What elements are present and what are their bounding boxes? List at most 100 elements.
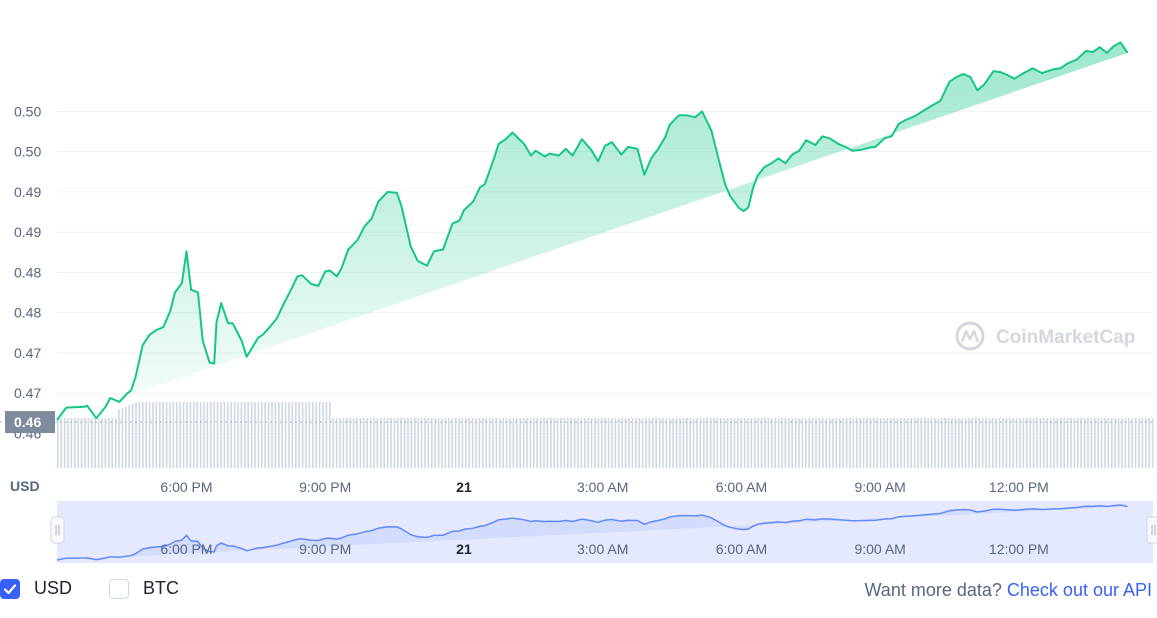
volume-bar	[121, 408, 124, 468]
price-chart[interactable]: 0.46 0.47 0.47 0.48 0.48 0.49 0.49 0.50 0.50 0.4…	[0, 0, 1157, 575]
volume-bars	[57, 402, 1154, 468]
volume-bar	[866, 418, 868, 468]
volume-bar	[550, 418, 552, 468]
volume-bar	[835, 418, 838, 468]
more-data-text: Want more data?	[864, 580, 1002, 600]
volume-bar	[655, 418, 657, 468]
volume-bar	[380, 418, 382, 468]
volume-bar	[556, 418, 559, 468]
volume-bar	[91, 418, 93, 468]
volume-bar	[502, 418, 504, 468]
volume-bar	[155, 402, 158, 468]
volume-bar	[403, 418, 406, 468]
volume-bar	[441, 418, 443, 468]
volume-bar	[941, 418, 943, 468]
volume-bar	[590, 418, 593, 468]
volume-bar	[737, 418, 739, 468]
volume-bar	[281, 402, 283, 468]
volume-bar	[760, 418, 763, 468]
y-tick-label: 0.48	[14, 264, 41, 280]
volume-bar	[397, 418, 399, 468]
volume-bar	[658, 418, 661, 468]
y-tick-label: 0.49	[14, 184, 41, 200]
volume-bar	[400, 418, 402, 468]
volume-bar	[216, 402, 219, 468]
volume-bar	[111, 418, 113, 468]
btc-checkbox[interactable]	[109, 578, 129, 599]
volume-bar	[376, 418, 379, 468]
volume-bar	[743, 418, 746, 468]
volume-bar	[907, 418, 909, 468]
volume-bar	[998, 418, 1001, 468]
volume-bar	[264, 402, 266, 468]
volume-bar	[720, 418, 722, 468]
volume-bar	[104, 418, 107, 468]
volume-bar	[250, 402, 253, 468]
navigator-handle-left[interactable]	[50, 516, 65, 544]
volume-bar	[437, 418, 440, 468]
usd-option[interactable]: USD	[0, 578, 72, 599]
volume-bar	[958, 418, 960, 468]
volume-bar	[808, 418, 810, 468]
volume-bar	[1049, 418, 1052, 468]
volume-bar	[142, 402, 144, 468]
volume-bar	[1104, 418, 1106, 468]
volume-bar	[193, 402, 195, 468]
volume-bar	[635, 418, 637, 468]
volume-bar	[393, 418, 396, 468]
volume-bar	[244, 402, 246, 468]
current-price-tag-text: 0.46	[14, 414, 41, 430]
volume-bar	[774, 418, 776, 468]
volume-bar	[159, 402, 161, 468]
volume-bar	[267, 402, 270, 468]
volume-bar	[951, 418, 953, 468]
volume-bar	[434, 418, 436, 468]
volume-bar	[1124, 418, 1127, 468]
navigator-tick-label: 12:00 PM	[989, 541, 1049, 557]
volume-bar	[499, 418, 501, 468]
navigator-line	[56, 504, 1128, 561]
volume-bar	[1002, 418, 1004, 468]
x-tick-label: 12:00 PM	[989, 479, 1049, 495]
volume-bar	[94, 418, 96, 468]
volume-bar	[461, 418, 464, 468]
volume-bar	[1005, 418, 1008, 468]
api-link[interactable]: Check out our API	[1006, 580, 1152, 600]
btc-option[interactable]: BTC	[109, 578, 179, 599]
usd-checkbox[interactable]	[0, 578, 20, 599]
volume-bar	[431, 418, 433, 468]
volume-bar	[169, 402, 171, 468]
volume-bar	[873, 418, 875, 468]
volume-bar	[471, 418, 474, 468]
volume-bar	[706, 418, 708, 468]
navigator-handle-right[interactable]	[1146, 516, 1157, 544]
volume-bar	[604, 418, 606, 468]
volume-bar	[1138, 418, 1140, 468]
volume-bar	[1012, 418, 1014, 468]
navigator[interactable]: 6:00 PM 9:00 PM 21 3:00 AM 6:00 AM 9:00 AM 12:…	[50, 501, 1157, 563]
x-tick-label: 9:00 PM	[299, 479, 351, 495]
check-icon	[3, 583, 17, 594]
volume-bar	[131, 403, 134, 468]
volume-bar	[165, 402, 168, 468]
watermark: CoinMarketCap	[955, 321, 1135, 351]
volume-bar	[900, 418, 902, 468]
watermark-text: CoinMarketCap	[996, 327, 1135, 348]
volume-bar	[1087, 418, 1089, 468]
volume-bar	[845, 418, 848, 468]
volume-bar	[162, 402, 164, 468]
volume-bar	[842, 418, 844, 468]
volume-bar	[577, 418, 579, 468]
volume-bar	[108, 418, 110, 468]
volume-bar	[747, 418, 749, 468]
volume-bar	[822, 418, 824, 468]
volume-bar	[798, 418, 800, 468]
volume-bar	[495, 418, 498, 468]
volume-bar	[587, 418, 589, 468]
volume-bar	[1131, 418, 1133, 468]
volume-bar	[546, 418, 549, 468]
volume-bar	[1070, 418, 1072, 468]
volume-bar	[954, 418, 957, 468]
x-tick-label: 9:00 AM	[854, 479, 905, 495]
volume-bar	[740, 418, 742, 468]
